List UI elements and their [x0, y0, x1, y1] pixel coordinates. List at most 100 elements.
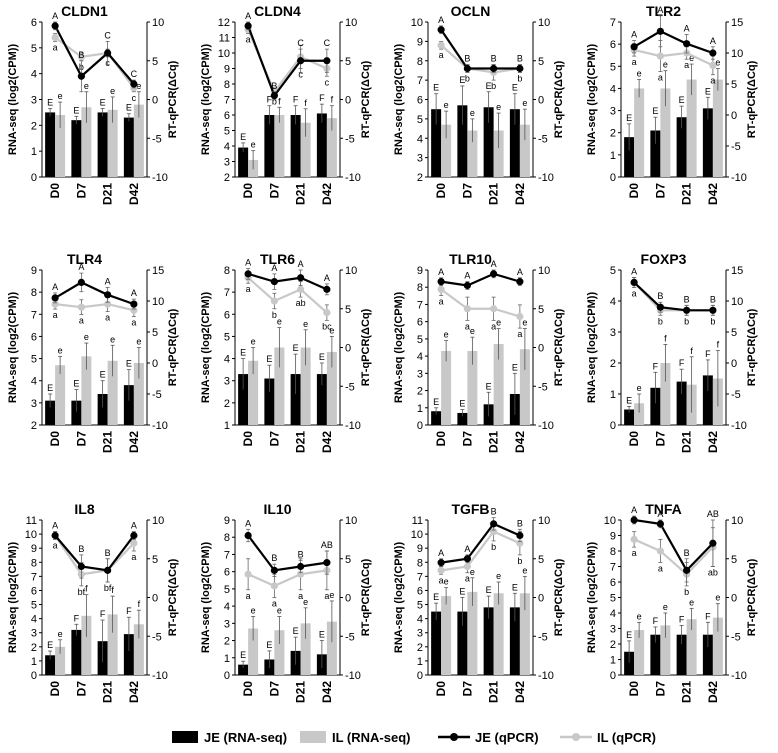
il-rna-significance-letter: e	[277, 317, 282, 327]
left-tick-label: 3	[417, 153, 423, 165]
je-rna-bar	[457, 105, 468, 177]
left-tick-label: 4	[610, 83, 616, 95]
il-qpcr-significance-letter: a	[439, 575, 444, 585]
je-qpcr-significance-letter: A	[298, 259, 304, 269]
right-tick-label: -10	[152, 420, 168, 432]
x-tick-label: D7	[267, 183, 281, 199]
je-qpcr-significance-letter: A	[684, 23, 690, 33]
il-rna-significance-letter: e	[496, 318, 501, 328]
il-rna-significance-letter: e	[522, 98, 527, 108]
je-rna-bar	[290, 115, 301, 177]
panel-tgfb: TGFB 0 1 2 3 4 5 6 7 8 9 10 11 -10 -5 0 5 10 RNA-seq (log2…	[393, 501, 565, 703]
je-rna-bar	[624, 137, 635, 177]
left-tick-label: 3	[31, 95, 37, 107]
left-tick-label: 5	[224, 584, 230, 596]
left-tick-label: 0	[417, 420, 423, 432]
left-tick-label: 7	[610, 17, 616, 29]
left-axis-label: RNA-seq (log2(CPM))	[200, 44, 212, 156]
il-qpcr-significance-letter: a	[658, 73, 663, 83]
il-rna-significance-letter: e	[58, 91, 63, 101]
il-rna-significance-letter: e	[470, 567, 475, 577]
panel-title: CLDN4	[254, 3, 301, 19]
left-tick-label: 7	[610, 562, 616, 574]
il-rna-significance-letter: e	[689, 53, 694, 63]
left-tick-label: 1	[224, 420, 230, 432]
je-qpcr-significance-letter: B	[517, 518, 523, 528]
right-tick-label: 15	[152, 265, 164, 277]
x-tick-label: D0	[241, 681, 255, 697]
je-qpcr-significance-letter: AB	[321, 540, 333, 550]
left-tick-label: 3	[610, 624, 616, 636]
left-tick-label: 8	[31, 287, 37, 299]
je-rna-bar	[71, 120, 82, 177]
je-qpcr-point	[683, 40, 691, 48]
x-tick-label: D21	[680, 431, 694, 453]
il-qpcr-significance-letter: b	[491, 542, 496, 552]
il-rna-significance-letter: f	[278, 96, 281, 106]
right-tick-label: 5	[731, 554, 737, 566]
left-tick-label: 6	[610, 39, 616, 51]
je-qpcr-significance-letter: A	[245, 11, 251, 21]
right-tick-label: 5	[538, 304, 544, 316]
left-tick-label: 11	[412, 515, 423, 527]
je-rna-bar	[650, 387, 661, 425]
il-rna-bar	[55, 115, 66, 177]
right-tick-label: -10	[538, 670, 554, 682]
il-rna-bar	[634, 88, 645, 177]
il-qpcr-significance-letter: a	[246, 591, 251, 601]
je-rna-significance-letter: E	[512, 582, 518, 592]
left-tick-label: 9	[31, 543, 37, 555]
il-rna-significance-letter: e	[136, 81, 141, 91]
x-tick-label: D7	[460, 183, 474, 199]
je-qpcr-significance-letter: B	[271, 81, 277, 91]
il-rna-bar	[519, 349, 530, 425]
right-tick-label: 5	[152, 554, 158, 566]
je-qpcr-significance-letter: A	[491, 259, 497, 269]
left-tick-label: 3	[417, 368, 423, 380]
left-tick-label: 0	[610, 420, 616, 432]
right-tick-label: -10	[345, 420, 361, 432]
x-tick-label: D21	[294, 431, 308, 453]
je-qpcr-significance-letter: A	[657, 509, 663, 519]
je-qpcr-significance-letter: A	[52, 521, 58, 531]
je-rna-significance-letter: E	[486, 381, 492, 391]
il-qpcr-line	[633, 538, 714, 576]
left-tick-label: 0	[224, 670, 230, 682]
right-tick-label: -10	[538, 172, 554, 184]
il-rna-bar	[107, 109, 118, 177]
il-qpcr-significance-letter: a	[658, 564, 663, 574]
il-qpcr-significance-letter: a	[272, 599, 277, 609]
il-qpcr-significance-letter: a	[79, 316, 84, 326]
right-tick-label: -5	[538, 133, 548, 145]
je-qpcr-point	[77, 562, 85, 571]
je-qpcr-point	[683, 566, 691, 574]
il-rna-bar	[686, 619, 697, 675]
x-tick-label: D42	[706, 183, 720, 205]
il-qpcr-significance-letter: b	[465, 73, 470, 83]
right-tick-label: 0	[345, 95, 351, 107]
je-rna-bar	[650, 130, 661, 177]
right-tick-label: -5	[538, 631, 548, 643]
x-tick-label: D21	[487, 183, 501, 205]
il-qpcr-point	[77, 53, 85, 61]
je-rna-significance-letter: E	[266, 354, 272, 364]
je-rna-bar	[457, 611, 468, 675]
il-qpcr-point	[490, 305, 498, 313]
left-tick-label: 7	[224, 95, 230, 107]
legend-marker	[572, 733, 580, 741]
left-tick-label: 9	[224, 515, 230, 527]
right-tick-label: 5	[731, 327, 737, 339]
je-qpcr-point	[490, 520, 498, 528]
right-axis-label: RT-qPCR(ΔCq)	[746, 60, 758, 138]
je-rna-significance-letter: E	[459, 399, 465, 409]
x-tick-label: D7	[74, 431, 88, 447]
il-rna-bar	[493, 593, 504, 675]
right-axis-label: RT-qPCR(ΔCq)	[553, 60, 565, 138]
il-qpcr-significance-letter: a	[491, 321, 496, 331]
left-tick-label: 1	[610, 655, 616, 667]
je-qpcr-line	[247, 272, 328, 291]
left-tick-label: 1	[417, 656, 423, 668]
left-tick-label: 1	[610, 389, 616, 401]
legend-label: JE (RNA-seq)	[204, 730, 287, 745]
left-tick-label: 2	[417, 386, 423, 398]
